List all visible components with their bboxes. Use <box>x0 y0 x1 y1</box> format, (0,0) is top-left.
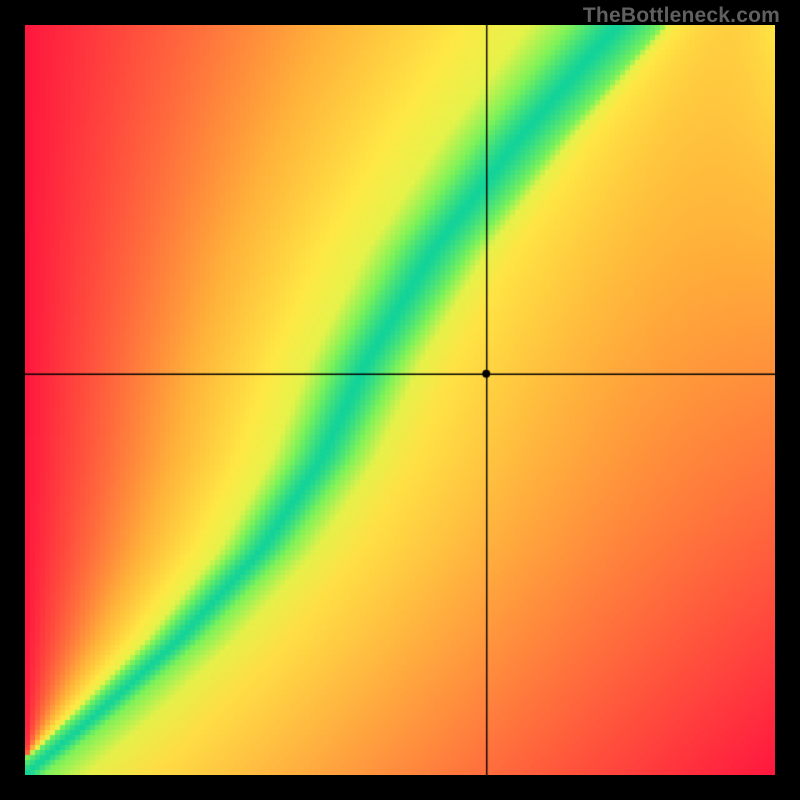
plot-area <box>25 25 775 775</box>
chart-frame: TheBottleneck.com <box>0 0 800 800</box>
watermark-text: TheBottleneck.com <box>583 4 780 28</box>
overlay-canvas <box>25 25 775 775</box>
